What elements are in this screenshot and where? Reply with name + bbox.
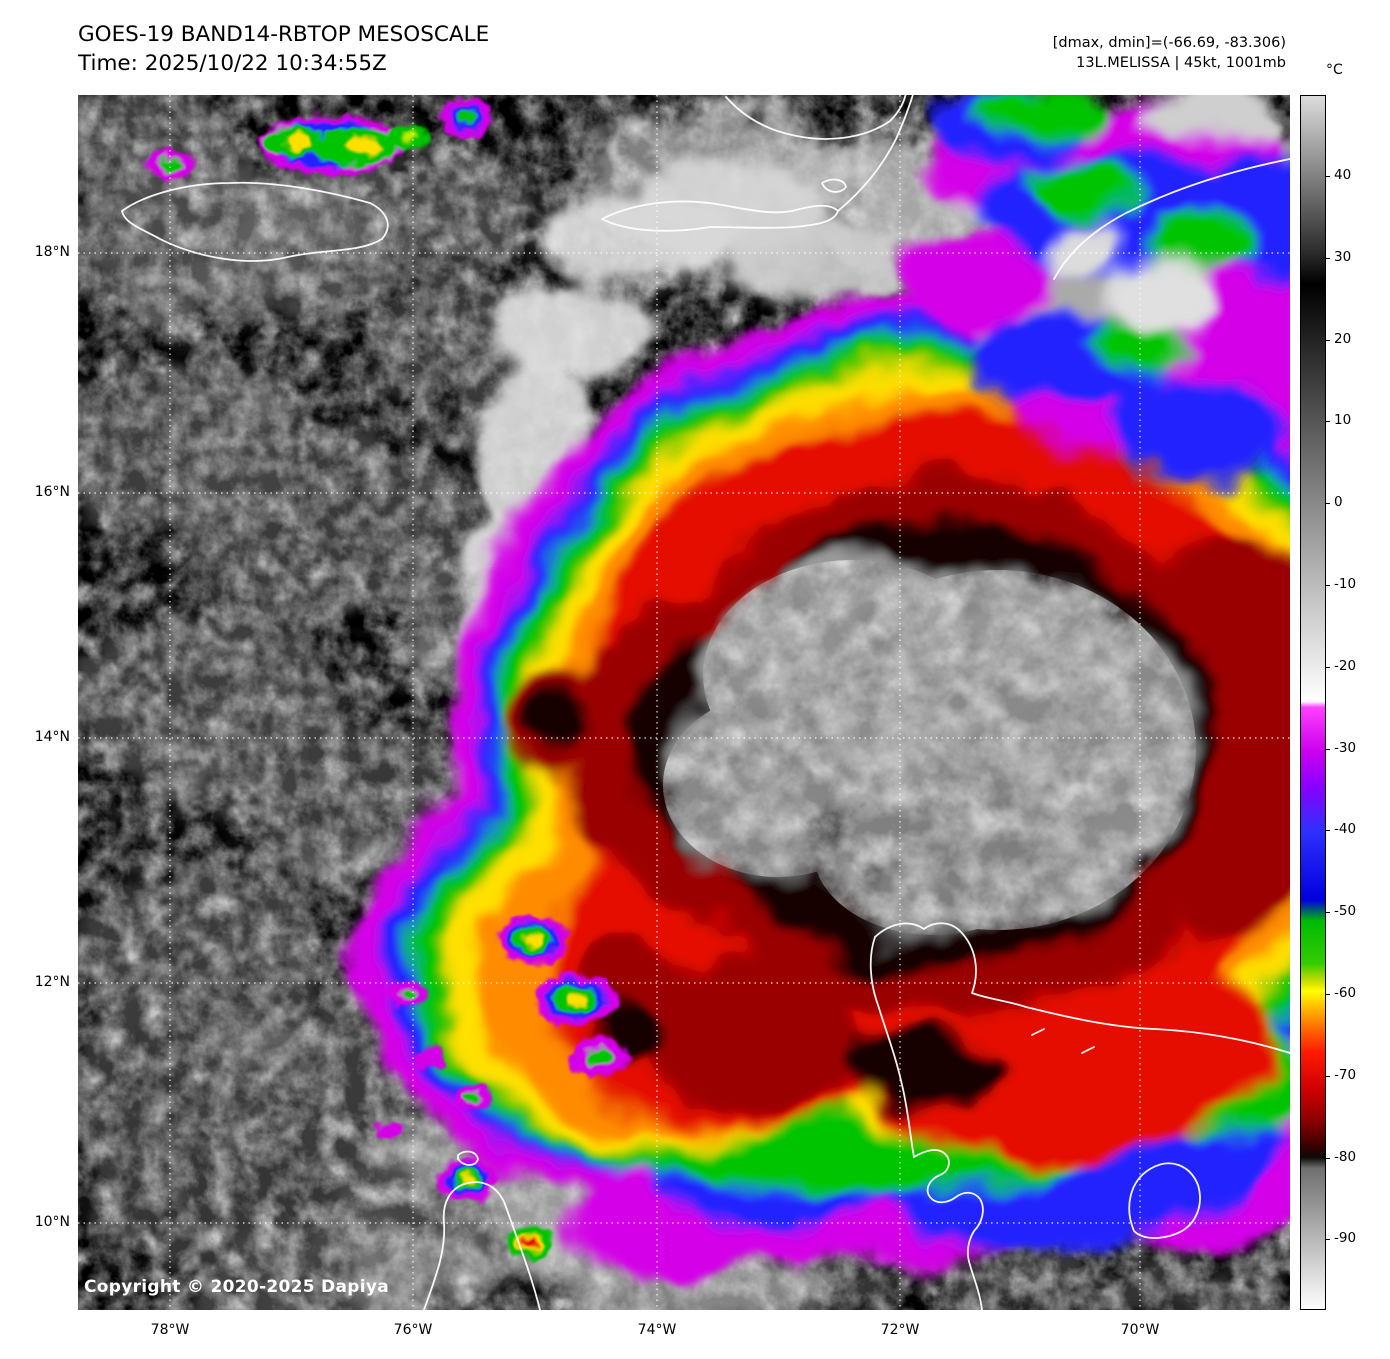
colorbar-tick-label: -30 [1334,739,1357,756]
colorbar-tick-label: -80 [1334,1148,1357,1165]
colorbar-tick-mark [1326,748,1330,750]
coastline-guajira-venezuela [874,922,1291,1054]
colorbar-tick-mark [1326,994,1330,995]
coastline-colombia-cartagena [423,1181,541,1311]
coastline-paraguana [1128,1162,1201,1239]
storm-info-block: [dmax, dmin]=(-66.69, -83.306) 13L.MELIS… [1053,33,1286,73]
central-overcast-texture [663,560,1196,935]
coastline-jamaica [121,181,389,262]
lat-label: 16°N [34,484,70,500]
colorbar-tick-mark [1326,585,1330,586]
coastlines [121,90,1291,1311]
product-title: GOES-19 BAND14-RBTOP MESOSCALE [78,22,490,47]
colorbar-tick-label: 20 [1334,330,1352,347]
colorbar-tick-label: 30 [1334,248,1352,265]
header: GOES-19 BAND14-RBTOP MESOSCALE Time: 202… [78,20,489,78]
dmax-dmin-readout: [dmax, dmin]=(-66.69, -83.306) [1052,35,1286,51]
copyright: Copyright © 2020-2025 Dapiya [84,1277,389,1297]
colorbar-tick-mark [1326,912,1330,914]
colorbar-tick-mark [1326,176,1330,177]
convective-cells [144,97,630,1259]
coastline-maracaibo [913,1149,984,1311]
colorbar-tick-label: -20 [1334,657,1357,674]
coastline-curacao [1081,1046,1095,1054]
colorbar-tick-mark [1326,339,1330,341]
lon-label: 76°W [393,1322,433,1338]
colorbar-tick-mark [1326,257,1330,259]
timestamp: Time: 2025/10/22 10:34:55Z [78,51,387,76]
lat-label: 14°N [34,729,70,745]
gridlines [78,95,1290,1310]
coastline-hispaniola-west [837,90,915,212]
colorbar-tick-label: -40 [1334,821,1357,838]
coastline-aruba [1031,1028,1045,1036]
coastline-cuba [725,92,907,140]
coastline-colombia-west [869,936,915,1158]
colorbar-tick-mark [1326,1239,1330,1241]
lon-label: 70°W [1120,1322,1160,1338]
lon-label: 72°W [880,1322,920,1338]
colorbar-tick-mark [1326,1075,1330,1077]
lat-label: 18°N [34,244,70,260]
satellite-map: Copyright © 2020-2025 Dapiya [28,85,1390,1355]
lon-label: 78°W [150,1322,190,1338]
lat-label: 10°N [34,1214,70,1230]
colorbar-tick-label: -10 [1334,576,1357,592]
coastline-small-island [457,1150,479,1166]
colorbar-unit: °C [1326,62,1343,78]
lat-label: 12°N [34,974,70,990]
colorbar-tick-label: -60 [1334,985,1357,1001]
satellite-imagery [28,85,1390,1355]
colorbar-tick-label: -90 [1334,1230,1357,1247]
colorbar-tick-label: 40 [1334,167,1352,183]
colorbar-tick-mark [1326,421,1330,423]
colorbar-tick-label: -50 [1334,903,1357,920]
colorbar-tick-label: 0 [1334,494,1343,511]
colorbar-tick-mark [1326,1157,1330,1159]
colorbar-tick-label: -70 [1334,1066,1357,1083]
storm-id-readout: 13L.MELISSA | 45kt, 1001mb [1076,55,1286,71]
lon-label: 74°W [637,1322,677,1338]
coastline-hispaniola-south [1053,158,1291,280]
colorbar [1300,95,1326,1310]
colorbar-tick-mark [1326,830,1330,832]
colorbar-tick-mark [1326,666,1330,668]
colorbar-tick-label: 10 [1334,412,1352,429]
coastline-gonave-island [821,178,847,193]
colorbar-tick-mark [1326,503,1330,505]
